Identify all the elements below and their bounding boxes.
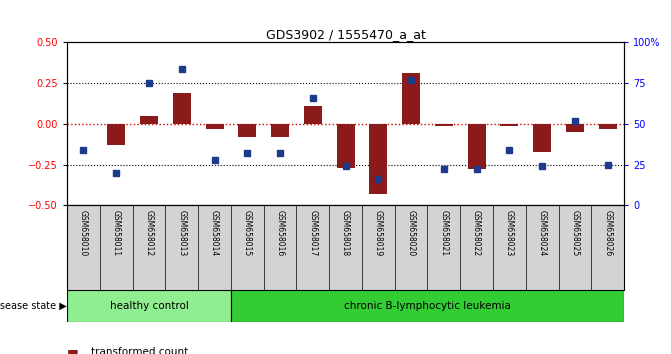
Text: ■: ■ [67,347,79,354]
Bar [107,124,125,145]
Bar [402,73,420,124]
Bar [304,106,322,124]
Text: GSM658026: GSM658026 [603,210,612,256]
Bar [271,124,289,137]
Text: GSM658023: GSM658023 [505,210,514,256]
Text: GSM658015: GSM658015 [243,210,252,256]
Title: GDS3902 / 1555470_a_at: GDS3902 / 1555470_a_at [266,28,425,41]
Text: GSM658011: GSM658011 [112,210,121,256]
Text: transformed count: transformed count [91,347,188,354]
Bar [140,116,158,124]
Bar [67,290,231,322]
Bar [533,124,551,152]
Bar [599,124,617,129]
Text: GSM658018: GSM658018 [341,210,350,256]
Bar [468,124,486,170]
Text: GSM658014: GSM658014 [210,210,219,256]
Bar [435,124,453,126]
Text: GSM658013: GSM658013 [177,210,187,256]
Text: GSM658024: GSM658024 [537,210,547,256]
Text: GSM658012: GSM658012 [144,210,154,256]
Text: GSM658025: GSM658025 [570,210,579,256]
Bar [501,124,519,126]
Text: GSM658022: GSM658022 [472,210,481,256]
Text: healthy control: healthy control [109,301,189,311]
Bar [566,124,584,132]
Text: GSM658020: GSM658020 [407,210,415,256]
Text: chronic B-lymphocytic leukemia: chronic B-lymphocytic leukemia [344,301,511,311]
Bar [231,290,624,322]
Text: GSM658019: GSM658019 [374,210,383,256]
Text: GSM658016: GSM658016 [276,210,285,256]
Text: disease state ▶: disease state ▶ [0,301,67,311]
Text: GSM658017: GSM658017 [308,210,317,256]
Bar [172,93,191,124]
Bar [369,124,387,194]
Bar [205,124,223,129]
Bar [337,124,354,168]
Text: GSM658010: GSM658010 [79,210,88,256]
Text: GSM658021: GSM658021 [440,210,448,256]
Bar [238,124,256,137]
